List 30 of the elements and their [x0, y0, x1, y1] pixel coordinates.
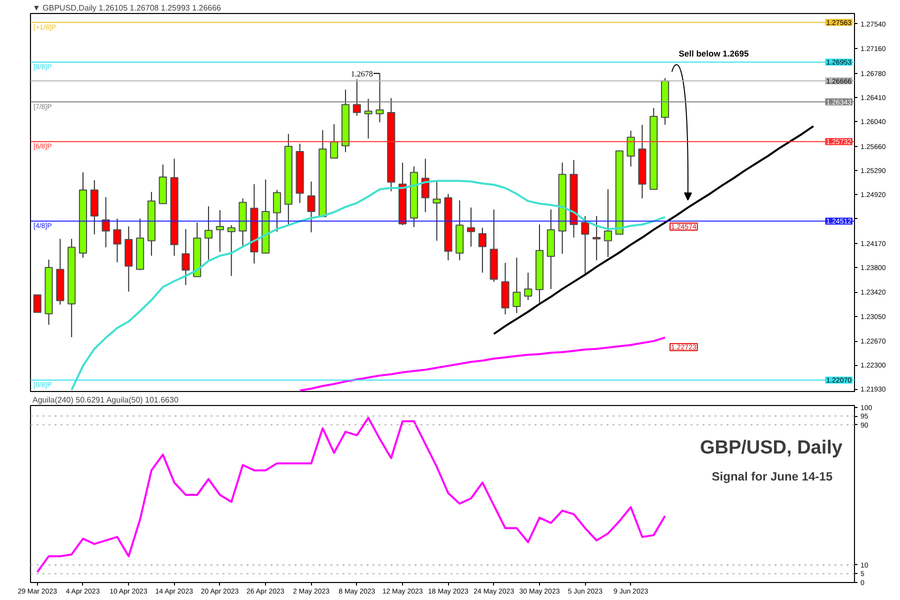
candlestick	[512, 257, 521, 314]
candlestick	[307, 181, 316, 233]
candlestick	[272, 189, 282, 232]
candlestick	[352, 78, 361, 116]
candlestick	[478, 227, 486, 274]
text: ▼ GBPUSD,Daily 1.26105 1.26708 1.25993 1.26666	[32, 4, 222, 12]
candlestick	[113, 218, 122, 263]
line-series	[492, 125, 814, 335]
candlestick	[592, 216, 601, 261]
candlestick	[182, 228, 190, 286]
text: Signal for June 14-15	[712, 469, 833, 484]
candlestick	[364, 98, 372, 140]
annotation: 1.2678	[350, 69, 373, 78]
candlestick	[33, 294, 42, 313]
line-series	[298, 336, 666, 392]
candlestick	[604, 188, 612, 258]
candlestick	[581, 216, 590, 274]
annotation: Sell below 1.2695	[678, 48, 749, 58]
candlestick	[216, 210, 224, 252]
candlestick	[432, 181, 441, 242]
candlestick	[626, 130, 635, 168]
candlestick	[330, 124, 338, 159]
candlestick	[102, 196, 110, 248]
candlestick	[227, 224, 236, 276]
candlestick	[524, 272, 532, 301]
candlestick	[204, 206, 213, 260]
text: GBP/USD, Daily	[700, 437, 843, 458]
line-series	[36, 416, 666, 573]
text: Aguila(240) 50.6291 Aguila(50) 101.6630	[32, 396, 179, 404]
candlestick	[466, 207, 476, 248]
